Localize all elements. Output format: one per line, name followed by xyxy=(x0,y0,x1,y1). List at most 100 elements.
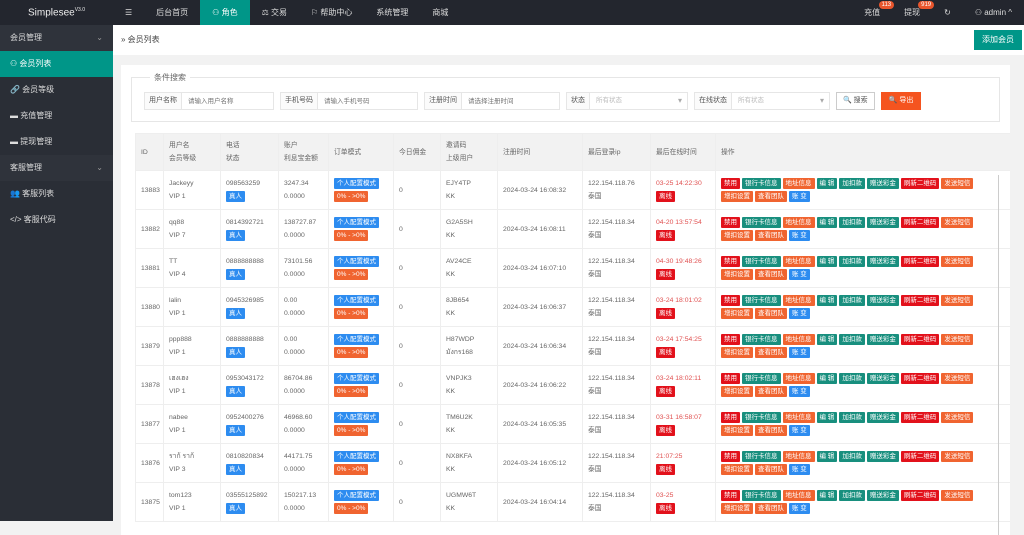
action-button[interactable]: 查看团队 xyxy=(755,503,787,514)
action-button[interactable]: 账 变 xyxy=(789,386,810,397)
action-button[interactable]: 地址信息 xyxy=(782,217,815,228)
action-button[interactable]: 增扣设置 xyxy=(721,386,753,397)
action-button[interactable]: 赠送彩金 xyxy=(866,217,899,228)
nav-item[interactable]: ⚇ 角色 xyxy=(200,0,250,25)
range-badge[interactable]: 0% - >0% xyxy=(334,308,369,319)
action-button[interactable]: 赠送彩金 xyxy=(866,373,899,384)
action-button[interactable]: 查看团队 xyxy=(755,386,787,397)
action-button[interactable]: 银行卡信息 xyxy=(742,412,781,423)
action-button[interactable]: 地址信息 xyxy=(782,295,815,306)
username-input[interactable] xyxy=(182,93,272,109)
online-status-select[interactable]: 在线状态 所有状态 ▾ xyxy=(694,92,830,110)
action-button[interactable]: 禁用 xyxy=(721,490,740,501)
phone-input[interactable] xyxy=(318,93,413,109)
action-button[interactable]: 编 辑 xyxy=(816,217,838,228)
action-button[interactable]: 刷新二维码 xyxy=(900,295,940,306)
action-button[interactable]: 禁用 xyxy=(721,178,740,189)
action-button[interactable]: 刷新二维码 xyxy=(900,217,940,228)
action-button[interactable]: 银行卡信息 xyxy=(742,256,781,267)
range-badge[interactable]: 0% - >0% xyxy=(334,386,369,397)
action-button[interactable]: 赠送彩金 xyxy=(866,451,899,462)
action-button[interactable]: 禁用 xyxy=(721,451,740,462)
range-badge[interactable]: 0% - >0% xyxy=(334,503,369,514)
action-button[interactable]: 加扣款 xyxy=(839,490,865,501)
order-mode-badge[interactable]: 个人配置模式 xyxy=(334,334,379,345)
action-button[interactable]: 加扣款 xyxy=(839,295,865,306)
order-mode-badge[interactable]: 个人配置模式 xyxy=(334,373,379,384)
action-button[interactable]: 银行卡信息 xyxy=(742,451,781,462)
action-button[interactable]: 赠送彩金 xyxy=(866,295,899,306)
nav-item[interactable]: ⚖ 交易 xyxy=(261,8,287,17)
action-button[interactable]: 账 变 xyxy=(789,503,810,514)
action-button[interactable]: 发送短信 xyxy=(941,412,974,423)
action-button[interactable]: 发送短信 xyxy=(941,490,974,501)
sidebar-item[interactable]: ▬ 充值管理 xyxy=(10,111,53,120)
action-button[interactable]: 增扣设置 xyxy=(721,230,753,241)
action-button[interactable]: 加扣款 xyxy=(839,412,865,423)
action-button[interactable]: 发送短信 xyxy=(941,451,974,462)
action-button[interactable]: 禁用 xyxy=(721,217,740,228)
action-button[interactable]: 查看团队 xyxy=(755,230,787,241)
action-button[interactable]: 编 辑 xyxy=(816,178,838,189)
action-button[interactable]: 银行卡信息 xyxy=(742,295,781,306)
user-menu[interactable]: ⚇ admin ^ xyxy=(974,8,1012,17)
withdraw-link[interactable]: 提现 919 xyxy=(892,1,935,18)
action-button[interactable]: 发送短信 xyxy=(941,334,974,345)
action-button[interactable]: 发送短信 xyxy=(941,217,974,228)
action-button[interactable]: 银行卡信息 xyxy=(742,217,781,228)
action-button[interactable]: 查看团队 xyxy=(755,464,787,475)
action-button[interactable]: 账 变 xyxy=(789,464,810,475)
action-button[interactable]: 刷新二维码 xyxy=(900,178,940,189)
action-button[interactable]: 查看团队 xyxy=(755,347,787,358)
action-button[interactable]: 地址信息 xyxy=(782,373,815,384)
action-button[interactable]: 编 辑 xyxy=(816,451,838,462)
action-button[interactable]: 编 辑 xyxy=(816,373,838,384)
export-button[interactable]: 🔍 导出 xyxy=(880,92,922,110)
sidebar-group[interactable]: 客服管理 ⌄ xyxy=(0,155,113,181)
action-button[interactable]: 账 变 xyxy=(789,425,810,436)
action-button[interactable]: 地址信息 xyxy=(782,256,815,267)
action-button[interactable]: 刷新二维码 xyxy=(900,373,940,384)
action-button[interactable]: 账 变 xyxy=(789,269,810,280)
reg-time-input[interactable] xyxy=(462,93,557,109)
order-mode-badge[interactable]: 个人配置模式 xyxy=(334,217,379,228)
range-badge[interactable]: 0% - >0% xyxy=(334,191,369,202)
action-button[interactable]: 加扣款 xyxy=(839,178,865,189)
action-button[interactable]: 增扣设置 xyxy=(721,464,753,475)
action-button[interactable]: 查看团队 xyxy=(755,308,787,319)
action-button[interactable]: 刷新二维码 xyxy=(900,334,940,345)
action-button[interactable]: 编 辑 xyxy=(816,334,838,345)
action-button[interactable]: 刷新二维码 xyxy=(900,451,940,462)
action-button[interactable]: 禁用 xyxy=(721,334,740,345)
sidebar-item[interactable]: </> 客服代码 xyxy=(10,215,56,224)
range-badge[interactable]: 0% - >0% xyxy=(334,230,369,241)
action-button[interactable]: 禁用 xyxy=(721,256,740,267)
action-button[interactable]: 加扣款 xyxy=(839,256,865,267)
nav-item[interactable]: ☰ xyxy=(125,8,133,17)
action-button[interactable]: 银行卡信息 xyxy=(742,334,781,345)
action-button[interactable]: 禁用 xyxy=(721,412,740,423)
nav-item[interactable]: 商城 xyxy=(432,8,449,17)
order-mode-badge[interactable]: 个人配置模式 xyxy=(334,490,379,501)
action-button[interactable]: 增扣设置 xyxy=(721,191,753,202)
nav-item[interactable]: 系统管理 xyxy=(376,8,409,17)
action-button[interactable]: 增扣设置 xyxy=(721,425,753,436)
action-button[interactable]: 账 变 xyxy=(789,191,810,202)
action-button[interactable]: 账 变 xyxy=(789,230,810,241)
action-button[interactable]: 查看团队 xyxy=(755,269,787,280)
action-button[interactable]: 地址信息 xyxy=(782,451,815,462)
range-badge[interactable]: 0% - >0% xyxy=(334,269,369,280)
order-mode-badge[interactable]: 个人配置模式 xyxy=(334,256,379,267)
action-button[interactable]: 地址信息 xyxy=(782,490,815,501)
action-button[interactable]: 账 变 xyxy=(789,347,810,358)
action-button[interactable]: 加扣款 xyxy=(839,217,865,228)
action-button[interactable]: 增扣设置 xyxy=(721,503,753,514)
action-button[interactable]: 银行卡信息 xyxy=(742,178,781,189)
action-button[interactable]: 赠送彩金 xyxy=(866,490,899,501)
order-mode-badge[interactable]: 个人配置模式 xyxy=(334,412,379,423)
action-button[interactable]: 发送短信 xyxy=(941,178,974,189)
action-button[interactable]: 禁用 xyxy=(721,295,740,306)
action-button[interactable]: 赠送彩金 xyxy=(866,178,899,189)
action-button[interactable]: 银行卡信息 xyxy=(742,490,781,501)
action-button[interactable]: 账 变 xyxy=(789,308,810,319)
